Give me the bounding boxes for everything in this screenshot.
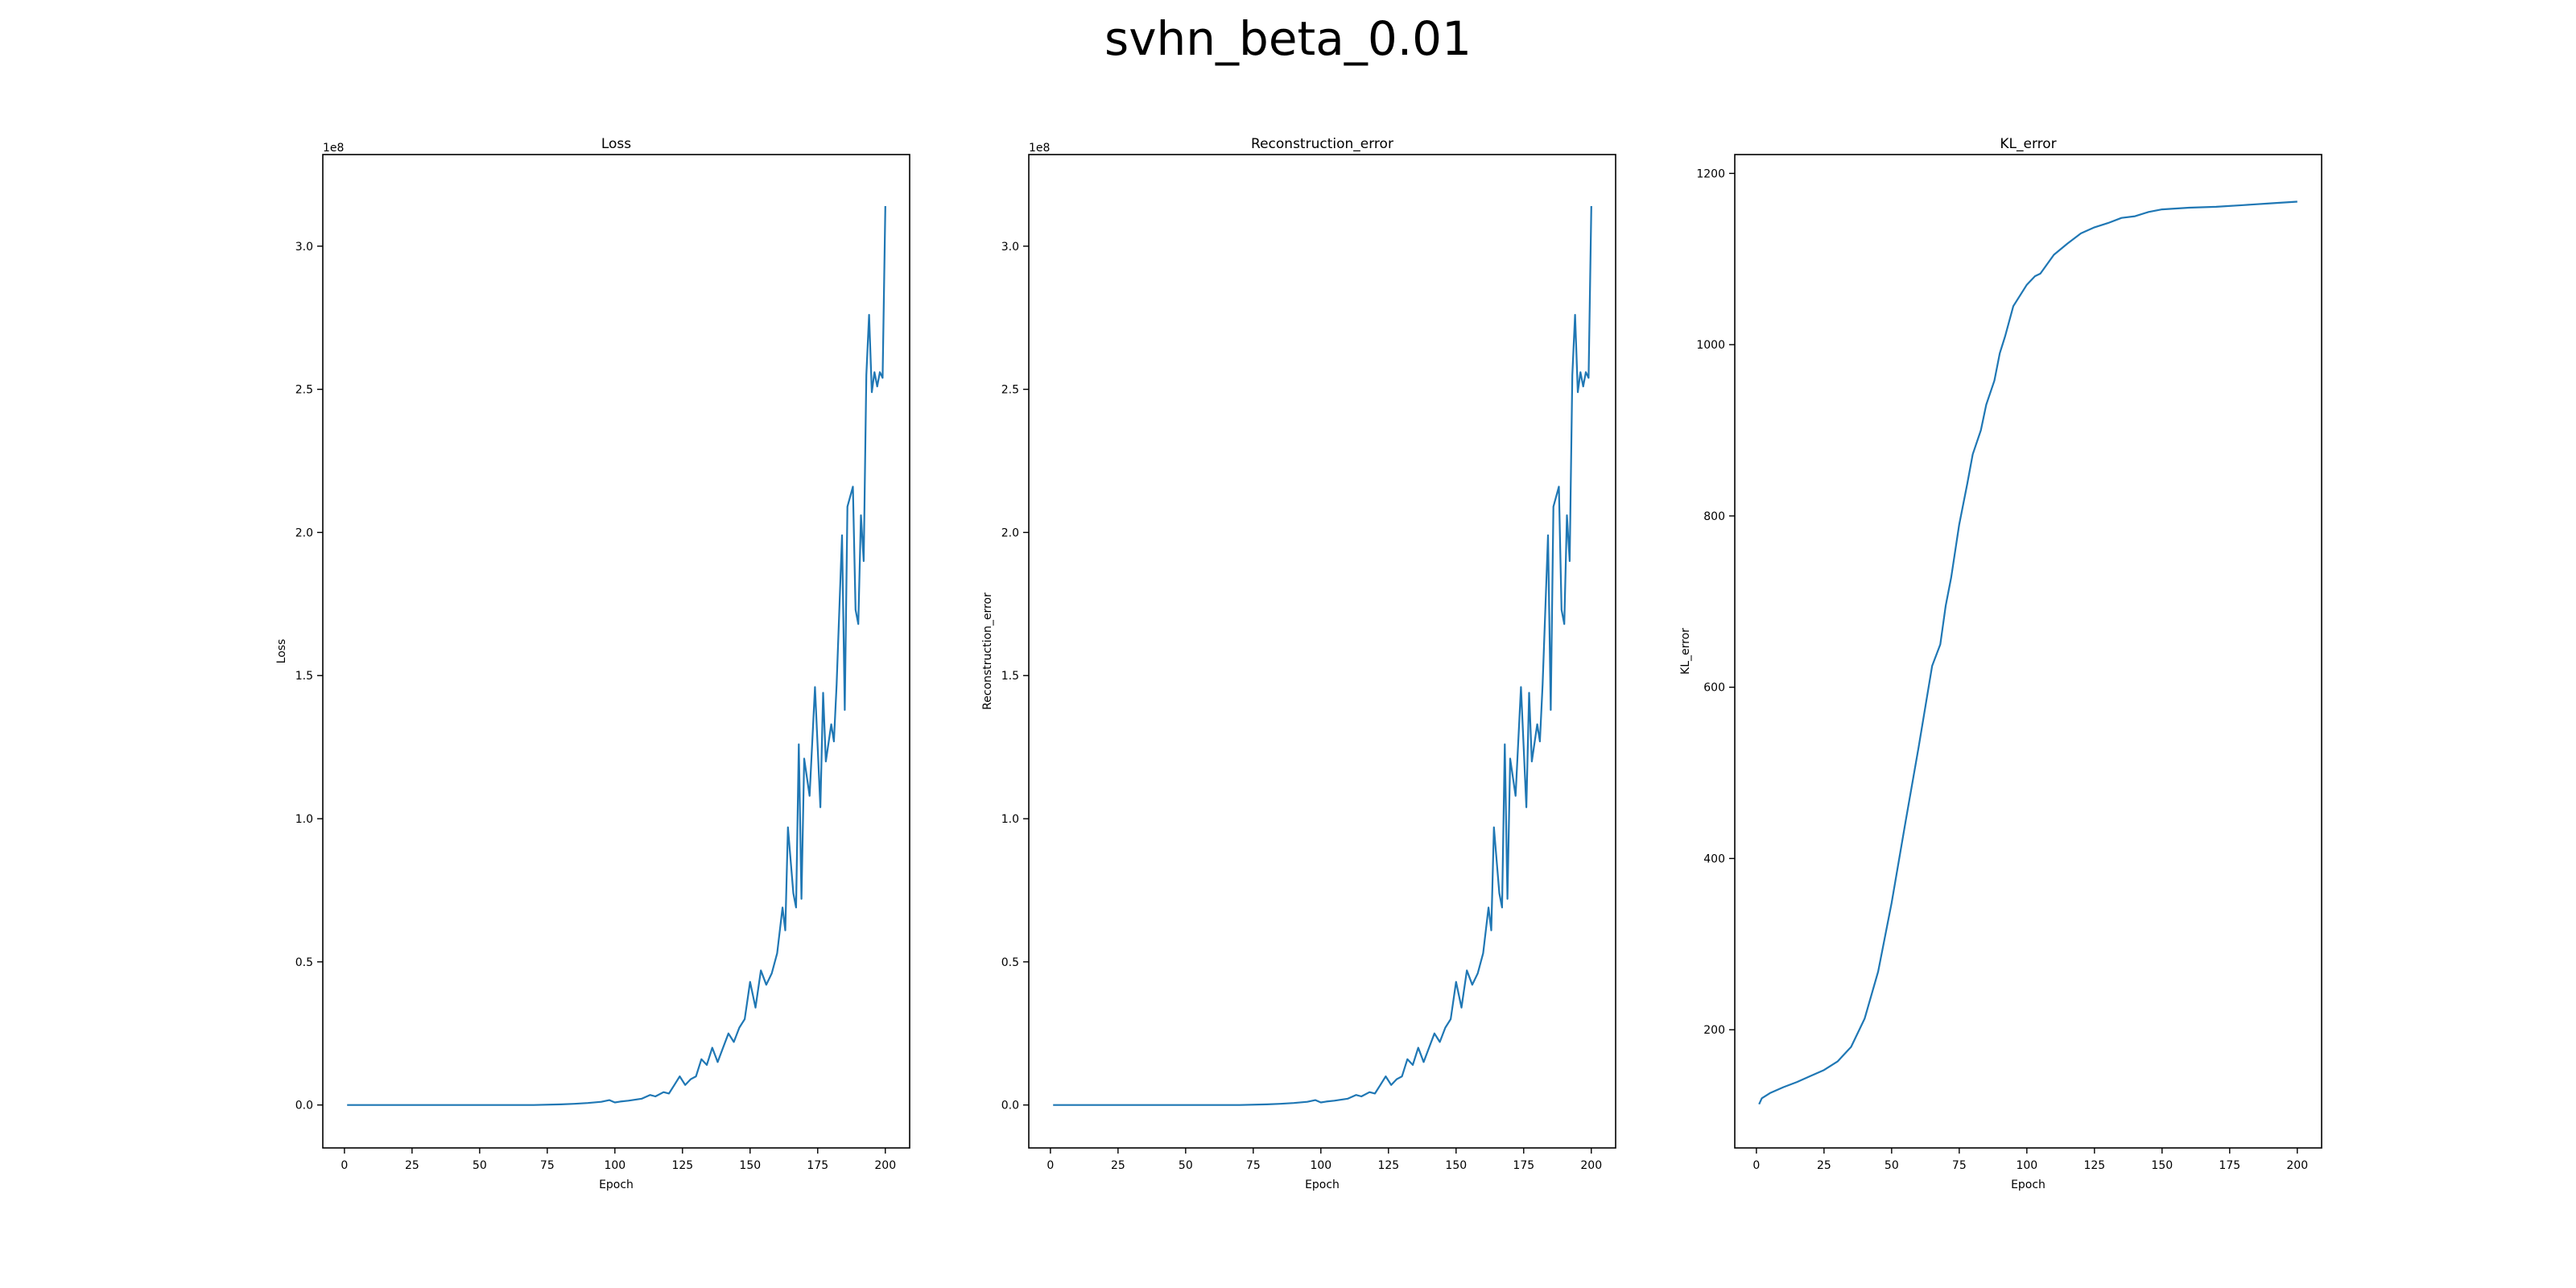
- y-tick-label: 1.0: [1001, 813, 1019, 826]
- x-tick-label: 0: [341, 1159, 348, 1172]
- series-line: [347, 205, 886, 1106]
- x-tick-label: 25: [405, 1159, 419, 1172]
- x-tick-label: 100: [2016, 1159, 2037, 1172]
- x-tick-label: 50: [473, 1159, 487, 1172]
- loss-panel: 0 25 50 75 100 125 150 175 200 0.0 0.5 1.0 1.5 2.0 2.5…: [275, 136, 910, 1191]
- axis-offset-label: 1e8: [323, 142, 344, 155]
- x-tick-label: 150: [1445, 1159, 1467, 1172]
- x-axis-label: Epoch: [2011, 1179, 2046, 1191]
- y-tick-label: 400: [1703, 852, 1725, 865]
- x-tick-label: 100: [604, 1159, 625, 1172]
- x-tick-label: 100: [1310, 1159, 1331, 1172]
- series-line: [1758, 200, 2297, 1105]
- x-tick-label: 175: [807, 1159, 828, 1172]
- panel-title: Reconstruction_error: [1251, 136, 1393, 152]
- series-line: [1053, 205, 1592, 1106]
- kl-error-panel: 0 25 50 75 100 125 150 175 200 200 400 600 800 1000 12…: [1679, 136, 2322, 1191]
- x-tick-label: 0: [1752, 1159, 1760, 1172]
- x-tick-label: 150: [739, 1159, 761, 1172]
- y-tick-label: 600: [1703, 682, 1725, 695]
- x-tick-label: 125: [671, 1159, 693, 1172]
- x-axis-label: Epoch: [599, 1179, 634, 1191]
- x-tick-label: 175: [2219, 1159, 2240, 1172]
- x-axis-label: Epoch: [1305, 1179, 1340, 1191]
- x-tick-label: 0: [1046, 1159, 1054, 1172]
- y-tick-label: 1000: [1696, 339, 1725, 352]
- axes-frame: [322, 154, 910, 1149]
- y-tick-label: 0.5: [295, 956, 313, 969]
- x-tick-label: 50: [1179, 1159, 1193, 1172]
- y-tick-label: 3.0: [295, 241, 313, 254]
- x-tick-label: 175: [1513, 1159, 1534, 1172]
- y-axis-label: KL_error: [1679, 628, 1692, 675]
- reconstruction-error-panel: 0 25 50 75 100 125 150 175 200 0.0 0.5 1.0 1.5 2.0 2.5…: [981, 136, 1616, 1191]
- x-tick-label: 125: [2083, 1159, 2105, 1172]
- y-tick-label: 2.0: [1001, 526, 1019, 539]
- x-tick-label: 200: [2286, 1159, 2308, 1172]
- y-tick-label: 800: [1703, 510, 1725, 523]
- axis-offset-label: 1e8: [1029, 142, 1050, 155]
- x-tick-label: 200: [874, 1159, 896, 1172]
- y-tick-label: 0.0: [295, 1100, 313, 1113]
- y-tick-label: 3.0: [1001, 241, 1019, 254]
- axes-frame: [1734, 154, 2322, 1149]
- x-tick-label: 75: [1952, 1159, 1967, 1172]
- x-tick-label: 50: [1885, 1159, 1899, 1172]
- panel-title: KL_error: [2000, 136, 2056, 152]
- y-tick-label: 2.5: [1001, 384, 1019, 397]
- y-axis-label: Loss: [275, 639, 288, 664]
- y-tick-label: 1.0: [295, 813, 313, 826]
- x-tick-label: 75: [540, 1159, 555, 1172]
- y-tick-label: 2.5: [295, 384, 313, 397]
- y-tick-label: 1200: [1696, 167, 1725, 180]
- y-tick-label: 200: [1703, 1024, 1725, 1037]
- y-tick-label: 1.5: [1001, 670, 1019, 683]
- panel-title: Loss: [601, 136, 631, 152]
- y-axis-label: Reconstruction_error: [981, 592, 994, 710]
- x-tick-label: 25: [1817, 1159, 1831, 1172]
- y-tick-label: 1.5: [295, 670, 313, 683]
- y-tick-label: 2.0: [295, 526, 313, 539]
- x-tick-label: 25: [1111, 1159, 1125, 1172]
- x-tick-label: 150: [2151, 1159, 2173, 1172]
- x-tick-label: 75: [1246, 1159, 1261, 1172]
- x-tick-label: 125: [1377, 1159, 1399, 1172]
- axes-frame: [1028, 154, 1616, 1149]
- figure-title: svhn_beta_0.01: [1104, 11, 1472, 66]
- y-tick-label: 0.5: [1001, 956, 1019, 969]
- y-tick-label: 0.0: [1001, 1100, 1019, 1113]
- x-tick-label: 200: [1580, 1159, 1602, 1172]
